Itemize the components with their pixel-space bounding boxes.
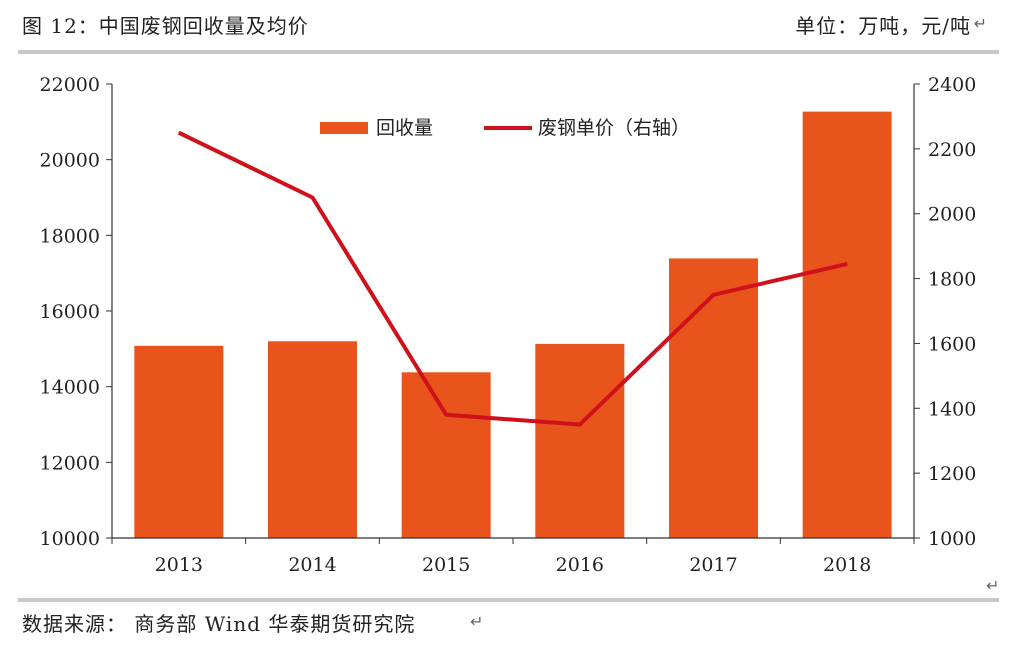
bar-2014 bbox=[268, 341, 357, 538]
y-right-tick-label: 2200 bbox=[928, 139, 976, 161]
line-point-2018 bbox=[846, 263, 848, 265]
y-left-tick-label: 22000 bbox=[40, 74, 100, 96]
legend-label-line: 废钢单价（右轴） bbox=[538, 117, 690, 139]
y-right-tick-label: 1600 bbox=[928, 333, 976, 355]
price-line bbox=[177, 130, 848, 427]
y-left-tick-label: 18000 bbox=[40, 225, 100, 247]
y-right-tick-label: 1400 bbox=[928, 398, 976, 420]
x-tick-label: 2016 bbox=[556, 554, 604, 576]
line-point-2016 bbox=[579, 424, 581, 425]
x-tick-label: 2014 bbox=[288, 554, 336, 576]
y-left-tick-label: 12000 bbox=[40, 452, 100, 474]
y-right-tick-label: 2400 bbox=[928, 74, 976, 96]
legend-swatch-bar bbox=[320, 122, 368, 134]
line-point-2017 bbox=[713, 294, 714, 296]
source-note: 数据来源： 商务部 Wind 华泰期货研究院 bbox=[22, 612, 416, 636]
bar-2018 bbox=[802, 111, 892, 538]
y-left-tick-label: 10000 bbox=[40, 528, 100, 550]
y-left-tick-label: 14000 bbox=[40, 377, 100, 399]
figure-title: 图 12：中国废钢回收量及均价 bbox=[22, 14, 309, 38]
y-left-tick-label: 20000 bbox=[40, 150, 100, 172]
y-right-tick-label: 1000 bbox=[928, 528, 976, 550]
caption-row: 图 12：中国废钢回收量及均价 单位：万吨，元/吨 ↵ bbox=[0, 0, 1011, 48]
paragraph-mark-icon: ↵ bbox=[470, 612, 484, 631]
legend: 回收量 废钢单价（右轴） bbox=[320, 117, 690, 139]
axes-layer: 10000 12000 14000 16000 18000 20000 22000 1000 1… bbox=[40, 74, 977, 576]
line-point-2015 bbox=[445, 414, 447, 416]
x-tick-label: 2015 bbox=[422, 554, 470, 576]
paragraph-mark-icon: ↵ bbox=[973, 14, 987, 33]
y-right-tick-label: 1200 bbox=[928, 463, 976, 485]
bars-layer bbox=[134, 111, 892, 538]
unit-label: 单位：万吨，元/吨 bbox=[795, 14, 971, 38]
bar-2015 bbox=[401, 372, 491, 538]
x-tick-label: 2017 bbox=[689, 554, 737, 576]
bar-2013 bbox=[134, 345, 224, 538]
top-rule bbox=[18, 50, 999, 54]
x-tick-label: 2013 bbox=[155, 554, 203, 576]
legend-label-bar: 回收量 bbox=[376, 117, 433, 139]
line-layer bbox=[177, 130, 848, 427]
y-left-tick-label: 16000 bbox=[40, 301, 100, 323]
bar-2017 bbox=[669, 258, 758, 538]
bottom-rule bbox=[18, 598, 999, 602]
y-right-tick-label: 1800 bbox=[928, 269, 976, 291]
x-tick-label: 2018 bbox=[823, 554, 871, 576]
paragraph-mark-icon: ↵ bbox=[986, 576, 1000, 595]
chart: 10000 12000 14000 16000 18000 20000 22000 1000 1… bbox=[40, 74, 977, 576]
y-right-tick-label: 2000 bbox=[928, 204, 976, 226]
bar-2016 bbox=[535, 343, 625, 538]
line-point-2013 bbox=[178, 132, 180, 134]
line-point-2014 bbox=[312, 197, 313, 198]
